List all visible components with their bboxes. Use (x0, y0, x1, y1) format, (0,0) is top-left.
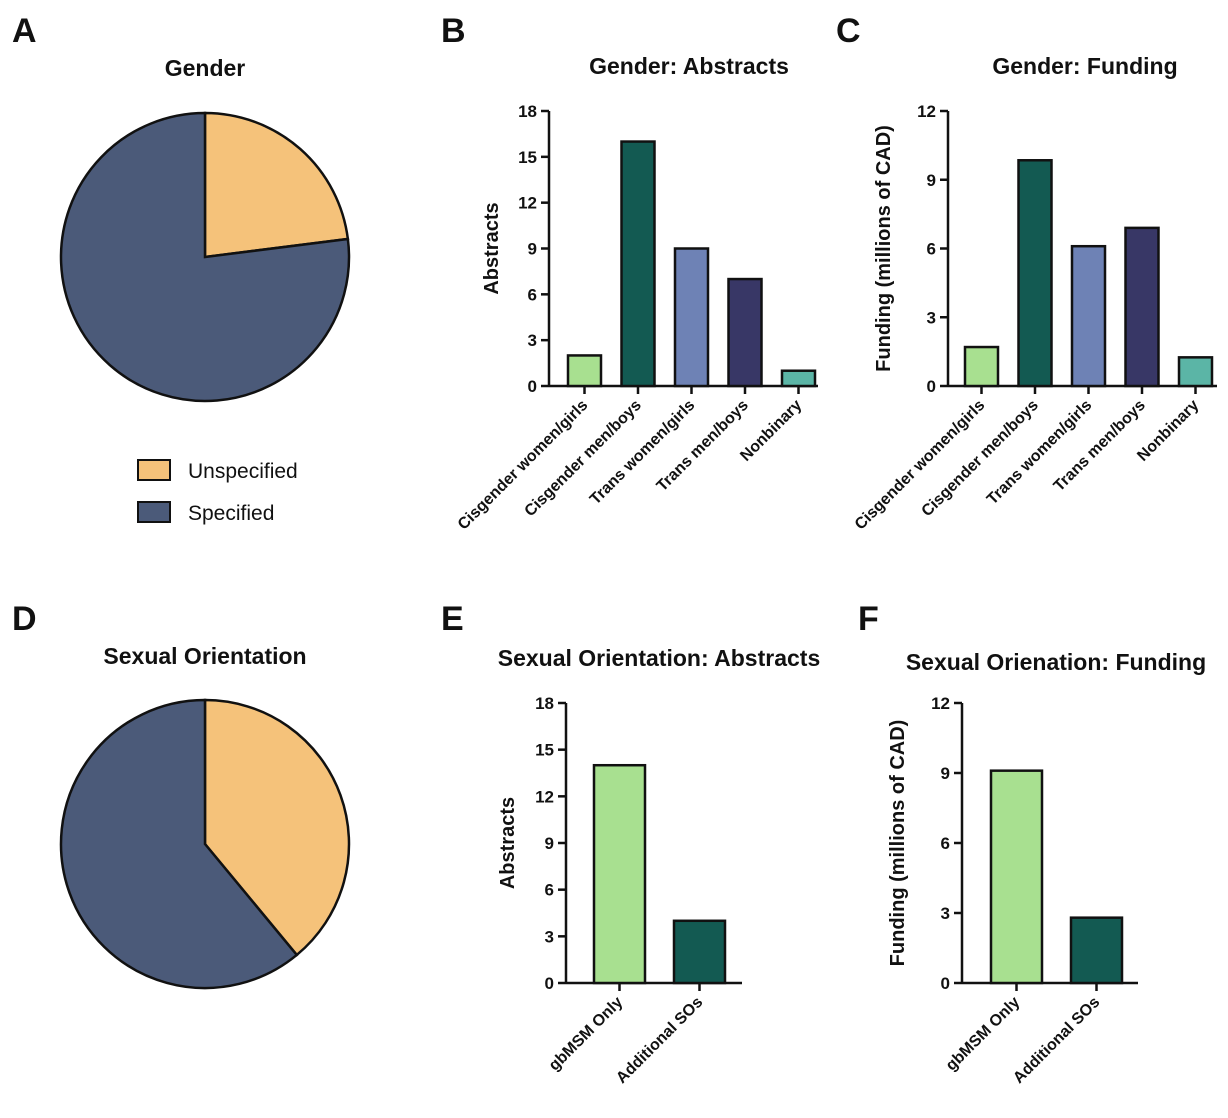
y-axis-label: Abstracts (497, 797, 519, 889)
pie-chart-gender (59, 111, 351, 403)
pie-slice-unspecified (203, 698, 351, 957)
x-tick-label: Additional SOs (613, 994, 706, 1087)
y-tick-label: 6 (927, 240, 936, 259)
chart-title-b: Gender: Abstracts (589, 53, 789, 79)
chart-title-d: Sexual Orientation (103, 643, 306, 669)
bar-cisgender-men-boys (1017, 159, 1053, 388)
bar-gbmsm-only (989, 769, 1044, 985)
y-tick-label: 18 (518, 102, 537, 121)
y-tick-label: 3 (927, 308, 936, 327)
legend: Unspecified Specified (137, 459, 298, 525)
bar-trans-women-girls (1070, 244, 1107, 388)
y-tick-label: 9 (927, 171, 936, 190)
y-tick-label: 0 (941, 974, 950, 993)
y-tick-label: 9 (941, 764, 950, 783)
bar-trans-men-boys (1124, 226, 1160, 388)
x-tick-label: gbMSM Only (546, 994, 627, 1075)
y-tick-label: 12 (518, 194, 537, 213)
bar-cisgender-men-boys (620, 140, 656, 388)
x-tick-label: Additional SOs (1010, 994, 1103, 1087)
legend-label-specified: Specified (188, 502, 274, 525)
y-tick-label: 0 (545, 974, 554, 993)
y-tick-label: 6 (941, 834, 950, 853)
x-tick-label: Trans women/girls (587, 397, 698, 508)
panel-letter-c: C (836, 12, 861, 50)
y-tick-label: 6 (528, 285, 537, 304)
pie-chart-sexual-orientation (59, 698, 351, 990)
chart-title-e: Sexual Orientation: Abstracts (498, 645, 821, 671)
legend-swatch-unspecified (137, 459, 171, 481)
y-tick-label: 12 (931, 694, 950, 713)
pie-slice-specified (59, 698, 299, 990)
bar-additional-sos (672, 919, 727, 985)
bar-nonbinary (1177, 356, 1214, 388)
x-tick-label: Trans men/boys (1051, 397, 1149, 495)
panel-letter-b: B (441, 12, 466, 50)
chart-title-a: Gender (165, 55, 246, 81)
y-tick-label: 12 (917, 102, 936, 121)
bar-cisgender-women-girls (963, 345, 1000, 388)
legend-label-unspecified: Unspecified (188, 460, 298, 483)
bar-additional-sos (1069, 916, 1124, 985)
y-axis-label: Funding (millions of CAD) (873, 125, 895, 372)
y-tick-label: 3 (528, 331, 537, 350)
bar-trans-men-boys (727, 277, 763, 388)
y-tick-label: 15 (518, 148, 537, 167)
y-tick-label: 3 (545, 927, 554, 946)
y-tick-label: 3 (941, 904, 950, 923)
y-tick-label: 6 (545, 881, 554, 900)
bar-chart-so-funding: 0 3 6 9 12 Funding (millions of CAD) gbMSM Onl… (887, 694, 1138, 1087)
x-tick-label: gbMSM Only (943, 994, 1024, 1075)
chart-title-c: Gender: Funding (992, 53, 1177, 79)
panel-letter-a: A (12, 12, 37, 50)
y-tick-label: 0 (528, 377, 537, 396)
x-tick-label: Trans men/boys (654, 397, 752, 495)
bar-trans-women-girls (673, 247, 710, 388)
x-tick-label: Trans women/girls (984, 397, 1095, 508)
panel-letter-d: D (12, 600, 37, 638)
bar-gbmsm-only (592, 763, 647, 985)
y-tick-label: 18 (535, 694, 554, 713)
legend-swatch-specified (137, 501, 171, 523)
panel-letter-e: E (441, 600, 464, 638)
pie-slice-specified (59, 111, 351, 403)
y-tick-label: 9 (528, 240, 537, 259)
y-tick-label: 12 (535, 787, 554, 806)
bar-cisgender-women-girls (566, 354, 603, 388)
bar-nonbinary (780, 369, 817, 388)
y-axis-label: Abstracts (481, 202, 503, 294)
pie-slice-unspecified (203, 111, 350, 259)
panel-letter-f: F (858, 600, 879, 638)
y-tick-label: 0 (927, 377, 936, 396)
chart-title-f: Sexual Orienation: Funding (906, 649, 1206, 675)
bar-chart-so-abstracts: 0 3 6 9 12 15 18 Abstracts gbMSM OnlyAdditional … (497, 694, 742, 1087)
y-axis-label: Funding (millions of CAD) (887, 720, 909, 967)
y-tick-label: 15 (535, 741, 554, 760)
y-tick-label: 9 (545, 834, 554, 853)
